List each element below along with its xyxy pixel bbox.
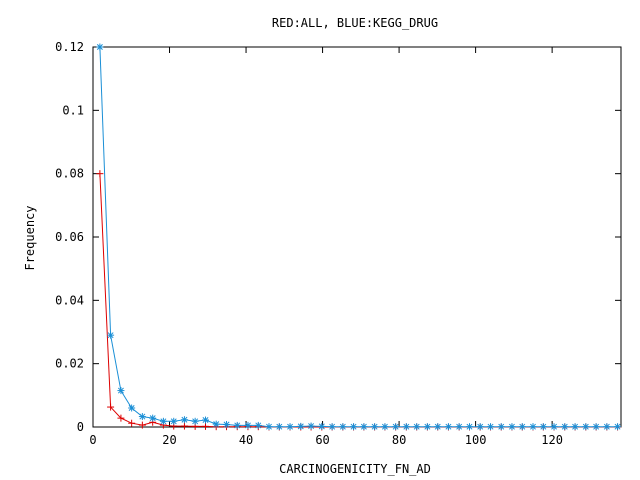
data-point (244, 421, 252, 429)
data-point (350, 423, 358, 431)
plot-frame (92, 46, 622, 428)
data-point (297, 422, 305, 430)
data-point (149, 414, 157, 422)
data-point (444, 423, 452, 431)
data-point (117, 414, 125, 422)
data-point (201, 422, 209, 430)
x-tick-label: 100 (465, 433, 487, 447)
data-point (180, 422, 188, 430)
data-point (529, 423, 537, 431)
data-point (455, 423, 463, 431)
data-point (170, 417, 178, 425)
y-tick-label: 0.12 (55, 40, 84, 54)
series-1 (96, 43, 622, 431)
data-point (518, 423, 526, 431)
data-point (339, 423, 347, 431)
series-layer (96, 43, 622, 431)
data-point (128, 404, 136, 412)
data-point (582, 423, 590, 431)
data-point (508, 423, 516, 431)
data-point (476, 423, 484, 431)
data-point (487, 423, 495, 431)
data-point (381, 423, 389, 431)
data-point (117, 387, 125, 395)
data-point (539, 423, 547, 431)
data-point (603, 423, 611, 431)
data-point (550, 423, 558, 431)
x-axis-label: CARCINOGENICITY_FN_AD (279, 462, 431, 476)
data-point (212, 420, 220, 428)
chart-title: RED:ALL, BLUE:KEGG_DRUG (272, 16, 438, 30)
data-point (201, 416, 209, 424)
data-point (138, 413, 146, 421)
series-0 (96, 170, 622, 431)
data-point (138, 421, 146, 429)
data-point (96, 170, 104, 178)
data-point (413, 423, 421, 431)
data-point (392, 423, 400, 431)
x-tick-label: 60 (315, 433, 329, 447)
x-tick-label: 0 (89, 433, 96, 447)
data-point (107, 403, 115, 411)
data-point (128, 419, 136, 427)
data-point (371, 423, 379, 431)
data-point (265, 423, 273, 431)
data-point (254, 421, 262, 429)
data-point (223, 420, 231, 428)
data-point (233, 421, 241, 429)
data-point (286, 423, 294, 431)
data-point (159, 417, 167, 425)
data-point (592, 423, 600, 431)
data-point (180, 416, 188, 424)
axis-ticks: 0 20 40 60 80 100 120 0 0.02 0.04 0.06 0.08 0.1 0.12 (55, 40, 621, 447)
y-tick-label: 0.1 (62, 103, 84, 117)
x-tick-label: 40 (239, 433, 253, 447)
x-tick-label: 80 (392, 433, 406, 447)
y-tick-label: 0 (77, 420, 84, 434)
data-point (360, 423, 368, 431)
y-tick-label: 0.02 (55, 357, 84, 371)
data-point (328, 423, 336, 431)
data-point (614, 423, 622, 431)
series-line (99, 173, 618, 428)
data-point (571, 423, 579, 431)
y-axis-label: Frequency (23, 205, 37, 270)
data-point (107, 331, 115, 339)
data-point (96, 43, 104, 51)
data-point (402, 423, 410, 431)
x-tick-label: 20 (162, 433, 176, 447)
data-point (497, 423, 505, 431)
x-tick-label: 120 (541, 433, 563, 447)
y-tick-label: 0.08 (55, 167, 84, 181)
data-point (318, 422, 326, 430)
data-point (561, 423, 569, 431)
data-point (465, 423, 473, 431)
data-point (275, 423, 283, 431)
y-tick-label: 0.06 (55, 230, 84, 244)
data-point (434, 423, 442, 431)
data-point (191, 417, 199, 425)
y-tick-label: 0.04 (55, 293, 84, 307)
series-line (99, 46, 618, 428)
data-point (307, 422, 315, 430)
data-point (423, 423, 431, 431)
